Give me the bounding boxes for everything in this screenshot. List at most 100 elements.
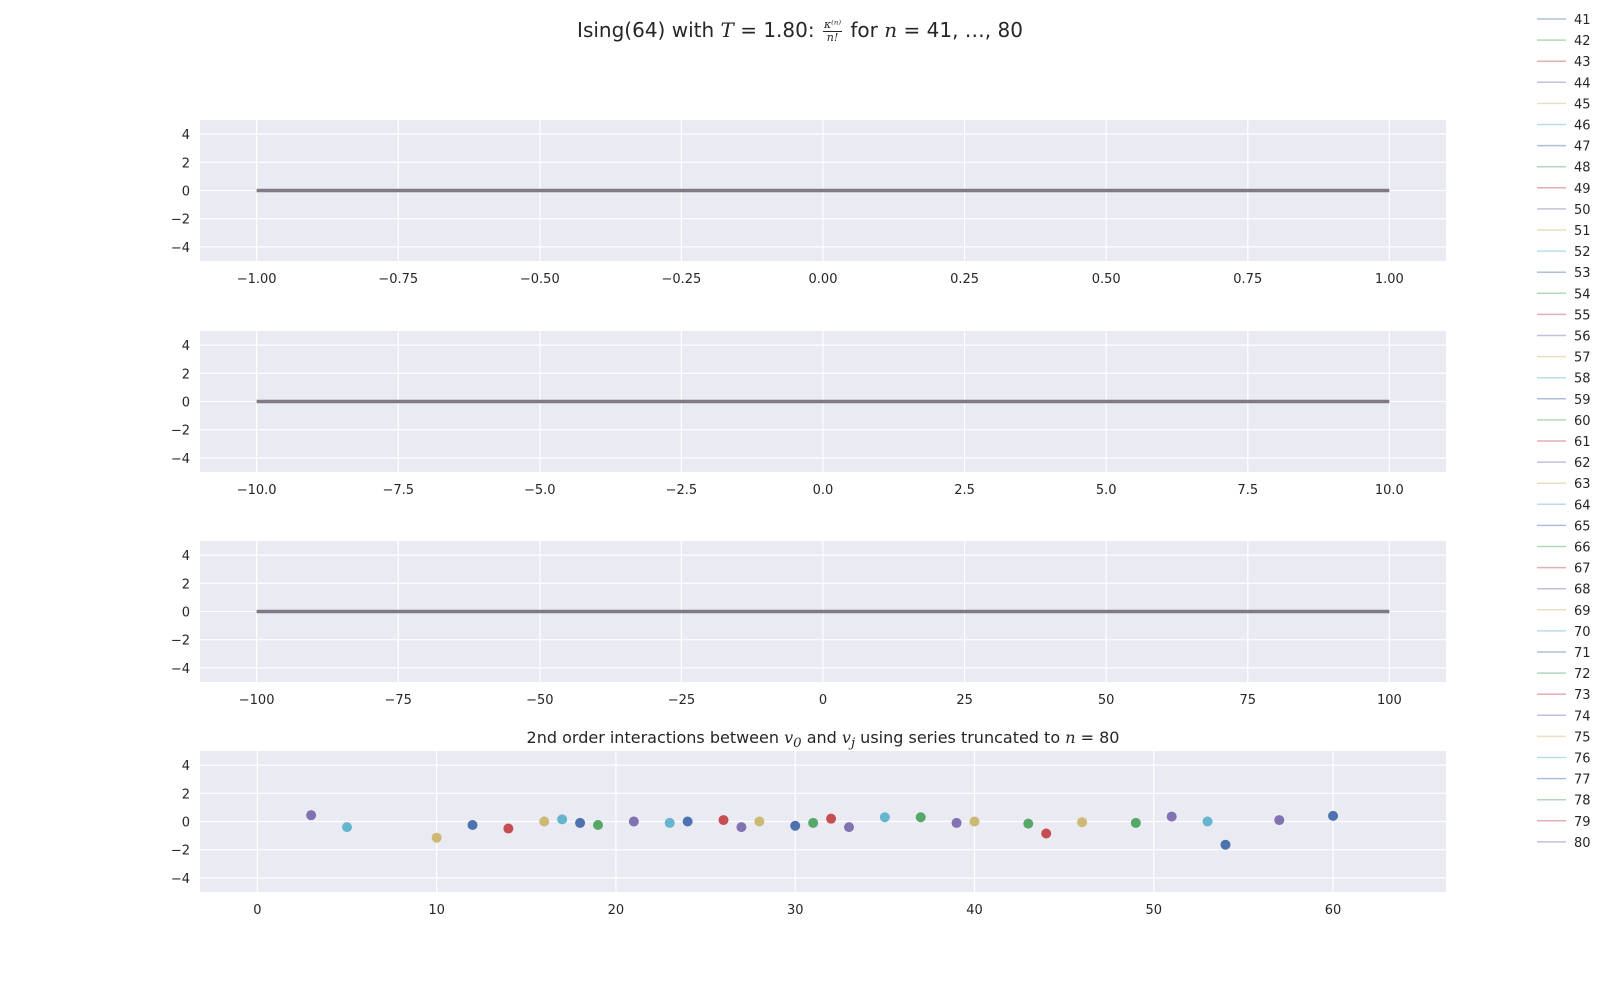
y-tick-label: 2 [182,577,190,592]
scatter-point [503,823,514,834]
x-tick-label: 5.0 [1096,483,1117,498]
legend-label: 47 [1574,140,1591,155]
scatter-point [736,822,747,833]
bt-n-var: n [1065,728,1076,747]
bt-v0-sub: 0 [793,736,802,752]
subplot-3: −4 −2 0 2 4 −100 −75 −50 −25 0 25 50 75 100 [171,541,1446,708]
y-tick-label: 0 [182,606,190,621]
legend-label: 55 [1574,308,1591,323]
x-tick-label: 0.25 [950,272,979,287]
y-tick-label: 0 [182,185,190,200]
legend-label: 76 [1574,752,1591,767]
legend-label: 66 [1574,541,1591,556]
legend-label: 74 [1574,709,1591,724]
title-frac-num: κ⁽ⁿ⁾ [822,18,843,32]
title-prefix: Ising(64) with [577,18,721,42]
scatter-point [431,832,442,843]
bottom-subplot-title: 2nd order interactions between v0 and vj… [200,728,1446,751]
legend-label: 58 [1574,372,1591,387]
legend-label: 59 [1574,393,1591,408]
chart-title: Ising(64) with T = 1.80: κ⁽ⁿ⁾ n! for n = … [400,18,1200,44]
x-tick-label: 10 [428,903,445,918]
legend-label: 48 [1574,161,1591,176]
legend-label: 65 [1574,519,1591,534]
legend-label: 78 [1574,794,1591,809]
scatter-point [664,817,675,828]
x-tick-label: 2.5 [954,483,975,498]
y-tick-label: −4 [171,241,190,256]
title-frac-den: n! [826,31,839,44]
legend-label: 52 [1574,245,1591,260]
x-tick-label: −75 [385,693,412,708]
x-tick-label: 0 [819,693,827,708]
y-tick-label: 2 [182,787,190,802]
scatter-point [628,816,639,827]
scatter-point [718,815,729,826]
scatter-point [1041,828,1052,839]
x-tick-label: 0.0 [813,483,834,498]
scatter-point [1274,815,1285,826]
legend-label: 67 [1574,562,1591,577]
scatter-point [539,816,550,827]
y-tick-label: −2 [171,844,190,859]
x-tick-label: 40 [966,903,983,918]
legend-label: 69 [1574,604,1591,619]
x-tick-label: −7.5 [382,483,414,498]
scatter-point [1220,839,1231,850]
y-tick-label: −2 [171,424,190,439]
legend-label: 70 [1574,625,1591,640]
y-tick-label: 0 [182,396,190,411]
x-tick-label: 0.75 [1233,272,1262,287]
title-t-eq: = 1.80: [733,18,821,42]
x-tick-label: −5.0 [524,483,556,498]
scatter-point [790,820,801,831]
x-tick-label: −25 [668,693,695,708]
y-tick-label: −2 [171,213,190,228]
scatter-point [557,814,568,825]
scatter-point [575,817,586,828]
bt-suffix: using series truncated to [855,728,1066,747]
legend-label: 61 [1574,435,1591,450]
x-tick-label: −10.0 [237,483,277,498]
bt-prefix: 2nd order interactions between [526,728,785,747]
y-tick-label: 4 [182,339,190,354]
y-tick-label: 4 [182,128,190,143]
legend-label: 46 [1574,119,1591,134]
legend-label: 42 [1574,34,1591,49]
legend-label: 54 [1574,287,1591,302]
x-tick-label: 60 [1325,903,1342,918]
legend-label: 44 [1574,76,1591,91]
legend-label: 60 [1574,414,1591,429]
legend: 41 42 43 44 45 46 47 48 49 50 51 52 53 54 55 56 57 58 59 60… [1537,13,1591,851]
y-tick-label: −4 [171,872,190,887]
legend-label: 71 [1574,646,1591,661]
scatter-point [467,820,478,831]
legend-label: 64 [1574,498,1591,513]
x-tick-label: 10.0 [1375,483,1404,498]
scatter-point [1130,817,1141,828]
scatter-point [879,812,890,823]
x-tick-label: 1.00 [1375,272,1404,287]
legend-label: 51 [1574,224,1591,239]
y-tick-label: −4 [171,662,190,677]
x-tick-label: 30 [787,903,804,918]
scatter-point [826,813,837,824]
legend-label: 49 [1574,182,1591,197]
title-fraction: κ⁽ⁿ⁾ n! [822,18,843,44]
bt-v0: v [784,728,794,747]
scatter-point [754,816,765,827]
x-tick-label: 0 [253,903,261,918]
y-tick-label: −4 [171,452,190,467]
scatter-point [1328,810,1339,821]
x-tick-label: 75 [1239,693,1256,708]
legend-label: 80 [1574,836,1591,851]
legend-label: 50 [1574,203,1591,218]
legend-label: 41 [1574,13,1591,28]
y-tick-label: 4 [182,549,190,564]
subplot-1: −4 −2 0 2 4 −1.00 −0.75 −0.50 −0.25 0.00 0.25 0.50 0… [171,120,1446,287]
scatter-point [951,817,962,828]
x-tick-label: 25 [956,693,973,708]
legend-label: 79 [1574,815,1591,830]
